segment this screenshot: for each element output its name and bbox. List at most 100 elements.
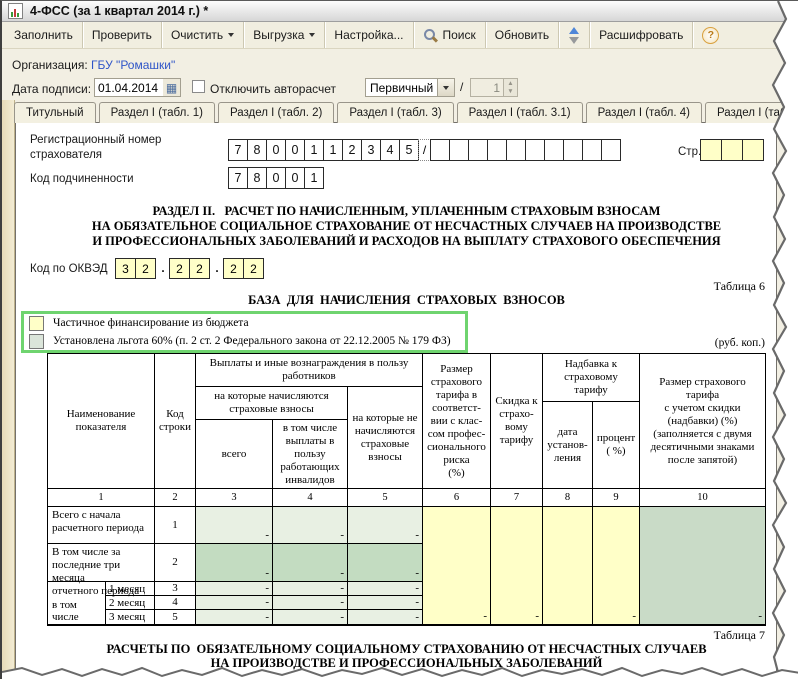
move-up-down-button[interactable] (559, 22, 591, 48)
okved-digit-box[interactable]: 2 (135, 258, 156, 279)
sign-date-input[interactable]: 01.04.2014 (94, 78, 164, 97)
okved-dot: . (215, 261, 219, 275)
tab-label: Раздел I (табл. 4.1) (716, 107, 798, 119)
col-header-discount: Скидка к страхо- вому тарифу (491, 354, 543, 489)
settings-button-label: Настройка... (334, 28, 404, 42)
okved-digit-box[interactable]: 2 (243, 258, 264, 279)
tab-section1-table1[interactable]: Раздел I (табл. 1) (98, 102, 215, 123)
combo-arrow-button[interactable] (437, 79, 454, 96)
tab-title-page[interactable]: Титульный (14, 102, 96, 123)
col-header-surcharge-group: Надбавка к страховому тарифу (543, 354, 640, 402)
subordination-code-label: Код подчиненности (30, 173, 134, 185)
tab-section1-table4[interactable]: Раздел I (табл. 4) (585, 102, 702, 123)
col-header-name: Наименование показателя (48, 354, 155, 489)
col-header-payments-group: Выплаты и иные вознаграждения в пользу р… (196, 354, 423, 387)
window-title: 4-ФСС (за 1 квартал 2014 г.) * (30, 4, 209, 18)
okved-digit-box[interactable]: 2 (223, 258, 244, 279)
fill-button[interactable]: Заполнить (5, 22, 83, 48)
cell-r2-total: - (196, 544, 273, 582)
digit-box-empty (563, 139, 583, 161)
table7-caption: Таблица 7 (713, 628, 765, 642)
cell-m2-total[interactable]: - (196, 596, 273, 610)
clear-button[interactable]: Очистить (162, 22, 245, 48)
col-header-final-tariff: Размер страхового тарифа с учетом скидки… (640, 354, 766, 489)
decrypt-button-label: Расшифровать (599, 28, 684, 42)
tab-strip: Титульный Раздел I (табл. 1) Раздел I (т… (14, 102, 798, 123)
row-label: 3 месяц (106, 610, 155, 624)
cell-m3-not-accrued[interactable]: - (348, 610, 423, 624)
row-label: В том числе за последние три месяца отче… (48, 544, 155, 597)
cell-r1-total[interactable]: - (196, 507, 273, 544)
cell-m1-not-accrued[interactable]: - (348, 582, 423, 596)
upload-button[interactable]: Выгрузка (244, 22, 326, 48)
refresh-button[interactable]: Обновить (486, 22, 560, 48)
report-kind-combobox[interactable]: Первичный (365, 78, 455, 97)
cell-r1-not-accrued[interactable]: - (348, 507, 423, 544)
okved-dot: . (161, 261, 165, 275)
cell-m2-disabled[interactable]: - (273, 596, 348, 610)
digit-box: 0 (266, 139, 286, 161)
tab-label: Раздел I (табл. 3.1) (468, 107, 571, 119)
cell-r1-disabled[interactable]: - (273, 507, 348, 544)
page-box[interactable] (742, 139, 764, 161)
digit-box: 1 (323, 139, 343, 161)
disable-autocalc-checkbox[interactable] (192, 80, 205, 93)
tab-section1-table3[interactable]: Раздел I (табл. 3) (337, 102, 454, 123)
okved-digit-box[interactable]: 2 (169, 258, 190, 279)
decrypt-button[interactable]: Расшифровать (590, 22, 694, 48)
report-kind-value: Первичный (370, 81, 434, 95)
section2-title-line: НА ОБЯЗАТЕЛЬНОЕ СОЦИАЛЬНОЕ СТРАХОВАНИЕ О… (91, 219, 722, 233)
registration-number-label: Регистрационный номер страхователя (30, 134, 162, 161)
tab-section1-table2[interactable]: Раздел I (табл. 2) (217, 102, 335, 123)
check-button[interactable]: Проверить (83, 22, 162, 48)
benefit-checkbox[interactable] (29, 333, 44, 349)
section2-title: РАЗДЕЛ II. РАСЧЕТ ПО НАЧИСЛЕННЫМ, УПЛАЧЕ… (47, 204, 766, 249)
row-code: 2 (155, 544, 196, 582)
col-header-tariff: Размер страхового тарифа в соответст- ви… (423, 354, 491, 489)
cell-m2-not-accrued[interactable]: - (348, 596, 423, 610)
page-label: Стр. (678, 146, 702, 158)
okved-digit-box[interactable]: 3 (115, 258, 136, 279)
digit-box-empty (525, 139, 545, 161)
calendar-button[interactable]: ▦ (163, 78, 181, 97)
help-button[interactable]: ? (693, 22, 728, 48)
col-number: 3 (196, 489, 273, 507)
col-header-total: всего (196, 420, 273, 489)
okved-digit-box[interactable]: 2 (189, 258, 210, 279)
digit-box: 3 (361, 139, 381, 161)
settings-button[interactable]: Настройка... (325, 22, 414, 48)
cell-discount[interactable]: - (491, 507, 543, 624)
tab-label: Раздел I (табл. 1) (110, 107, 203, 119)
col-header-code: Код строки (155, 354, 196, 489)
organization-value[interactable]: ГБУ "Ромашки" (91, 58, 176, 72)
digit-box-empty (449, 139, 469, 161)
cell-m3-total[interactable]: - (196, 610, 273, 624)
upload-button-label: Выгрузка (253, 28, 305, 42)
page-box[interactable] (721, 139, 743, 161)
cell-surcharge-percent[interactable]: - (593, 507, 640, 624)
cell-m3-disabled[interactable]: - (273, 610, 348, 624)
currency-note: (руб. коп.) (714, 337, 765, 349)
cell-r2-not-accrued: - (348, 544, 423, 582)
partial-financing-label: Частичное финансирование из бюджета (53, 317, 249, 329)
partial-financing-checkbox[interactable] (29, 315, 44, 331)
cell-m1-total[interactable]: - (196, 582, 273, 596)
cell-tariff[interactable]: - (423, 507, 491, 624)
tab-label: Раздел I (табл. 2) (229, 107, 323, 119)
digit-box-empty (487, 139, 507, 161)
digit-box: 5 (399, 139, 419, 161)
page-box[interactable] (700, 139, 722, 161)
row-code: 1 (155, 507, 196, 544)
cell-surcharge-date[interactable] (543, 507, 593, 624)
search-button[interactable]: Поиск (414, 22, 486, 48)
cell-m1-disabled[interactable]: - (273, 582, 348, 596)
report-icon (8, 3, 23, 19)
page-number-boxes (700, 139, 764, 161)
help-icon: ? (702, 26, 720, 44)
col-number: 7 (491, 489, 543, 507)
tab-section1-table4-1[interactable]: Раздел I (табл. 4.1) (704, 102, 798, 123)
tab-section1-table3-1[interactable]: Раздел I (табл. 3.1) (456, 102, 583, 123)
fill-button-label: Заполнить (14, 28, 73, 42)
digit-box-empty (468, 139, 488, 161)
budget-options-group: Частичное финансирование из бюджета Уста… (21, 311, 468, 353)
